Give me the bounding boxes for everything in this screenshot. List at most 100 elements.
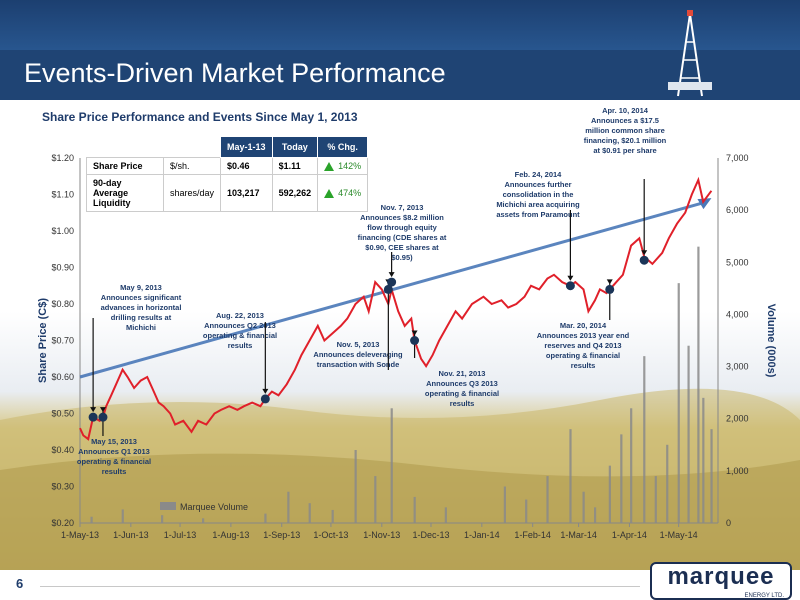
- table-row: Share Price $/sh. $0.46 $1.11 142%: [86, 156, 369, 176]
- event-arrow-head: [90, 407, 97, 413]
- volume-bar: [202, 518, 205, 523]
- row-change: 142%: [317, 156, 369, 176]
- volume-bar: [630, 408, 633, 523]
- chart-title: Share Price Performance and Events Since…: [42, 110, 358, 124]
- volume-bar: [666, 444, 669, 523]
- footer-divider: [40, 586, 640, 587]
- volume-bar: [390, 408, 393, 523]
- x-tick-label: 1-Dec-13: [412, 530, 449, 540]
- event-marker: [98, 412, 108, 422]
- drilling-rig-icon: [668, 10, 712, 97]
- x-tick-label: 1-Nov-13: [363, 530, 400, 540]
- y2-axis-label: Volume (000s): [765, 304, 777, 378]
- volume-bar: [331, 509, 334, 523]
- y2-tick-label: 1,000: [726, 466, 749, 476]
- title-band: [0, 50, 800, 100]
- y-tick-label: $0.30: [51, 482, 74, 492]
- y-tick-label: $1.20: [51, 153, 74, 163]
- volume-bar: [697, 246, 700, 523]
- event-label: Mar. 20, 2014 Announces 2013 year end rese…: [537, 321, 630, 370]
- x-tick-label: 1-Oct-13: [313, 530, 348, 540]
- y2-tick-label: 3,000: [726, 362, 749, 372]
- y-tick-label: $0.40: [51, 445, 74, 455]
- y-tick-label: $0.20: [51, 518, 74, 528]
- event-marker: [387, 277, 397, 287]
- y2-tick-label: 0: [726, 518, 731, 528]
- row-today-value: 592,262: [271, 174, 319, 213]
- trend-arrow-head: [697, 198, 712, 210]
- volume-bar: [546, 476, 549, 523]
- event-marker: [639, 255, 649, 265]
- table-row: 90-day Average Liquidity shares/day 103,…: [86, 174, 369, 213]
- volume-bar: [654, 476, 657, 523]
- y2-tick-label: 6,000: [726, 205, 749, 215]
- event-marker: [88, 412, 98, 422]
- x-tick-label: 1-Mar-14: [560, 530, 597, 540]
- company-logo: marquee ENERGY LTD.: [650, 562, 792, 600]
- hills-shape: [0, 453, 800, 570]
- row-unit: shares/day: [162, 174, 222, 213]
- volume-bar: [121, 509, 124, 523]
- event-arrow-head: [641, 250, 648, 256]
- event-label: Feb. 24, 2014 Announces further consolidat…: [496, 170, 580, 219]
- x-tick-label: 1-Apr-14: [612, 530, 647, 540]
- row-today-value: $1.11: [271, 156, 319, 176]
- volume-bar: [90, 516, 93, 523]
- row-start-value: 103,217: [220, 174, 273, 213]
- volume-bar: [413, 496, 416, 523]
- logo-subtext: ENERGY LTD.: [744, 593, 784, 599]
- event-arrow-head: [411, 330, 418, 336]
- event-arrow-head: [388, 272, 395, 278]
- legend-swatch: [160, 502, 176, 510]
- volume-bar: [503, 486, 506, 523]
- event-arrow-head: [99, 407, 106, 413]
- volume-bar: [710, 429, 713, 523]
- volume-bar: [593, 507, 597, 523]
- event-label: Aug. 22, 2013 Announces Q2 2013 operating …: [203, 311, 277, 350]
- y-tick-label: $1.10: [51, 190, 74, 200]
- event-label: Nov. 21, 2013 Announces Q3 2013 operating …: [425, 369, 499, 408]
- slide-title: Events-Driven Market Performance: [24, 58, 446, 88]
- volume-bar: [677, 283, 680, 523]
- volume-bar: [354, 450, 357, 523]
- y-tick-label: $0.90: [51, 263, 74, 273]
- event-marker: [605, 284, 615, 294]
- x-tick-label: 1-May-14: [660, 530, 698, 540]
- volume-bar: [308, 503, 311, 523]
- event-label: May 15, 2013 Announces Q1 2013 operating &…: [77, 437, 151, 476]
- volume-bar: [582, 491, 585, 523]
- event-arrow-head: [606, 279, 613, 285]
- slide-number: 6: [16, 576, 24, 591]
- event-label: May 9, 2013 Announces significant advances…: [101, 283, 182, 332]
- stats-table: May-1-13 Today % Chg. Share Price $/sh. …: [86, 136, 369, 213]
- event-marker: [260, 394, 270, 404]
- event-arrow-head: [567, 275, 574, 281]
- stats-header: Today: [271, 136, 319, 158]
- change-value: 474%: [338, 188, 362, 199]
- y2-tick-label: 7,000: [726, 153, 749, 163]
- row-label: Share Price: [86, 156, 164, 176]
- volume-bar: [608, 465, 611, 523]
- volume-bar: [525, 499, 528, 523]
- row-start-value: $0.46: [220, 156, 273, 176]
- volume-bar: [287, 491, 290, 523]
- y-axis-label: Share Price (C$): [37, 298, 49, 383]
- x-tick-label: 1-Sep-13: [263, 530, 300, 540]
- y-tick-label: $0.60: [51, 372, 74, 382]
- stats-header: May-1-13: [220, 136, 273, 158]
- row-change: 474%: [317, 174, 369, 213]
- event-label: Nov. 7, 2013 Announces $8.2 million flow t…: [358, 203, 447, 262]
- y2-tick-label: 5,000: [726, 257, 749, 267]
- volume-bar: [374, 476, 377, 523]
- event-marker: [410, 336, 420, 345]
- row-label: 90-day Average Liquidity: [86, 174, 164, 213]
- x-tick-label: 1-Aug-13: [212, 530, 249, 540]
- event-arrow-head: [262, 388, 269, 394]
- y2-tick-label: 2,000: [726, 414, 749, 424]
- event-label: Nov. 5, 2013 Announces deleveraging transa…: [313, 340, 403, 369]
- volume-bar: [444, 507, 447, 523]
- volume-bar: [702, 397, 705, 523]
- volume-bar: [264, 513, 267, 523]
- stats-header: % Chg.: [317, 136, 369, 158]
- legend-label: Marquee Volume: [180, 502, 248, 512]
